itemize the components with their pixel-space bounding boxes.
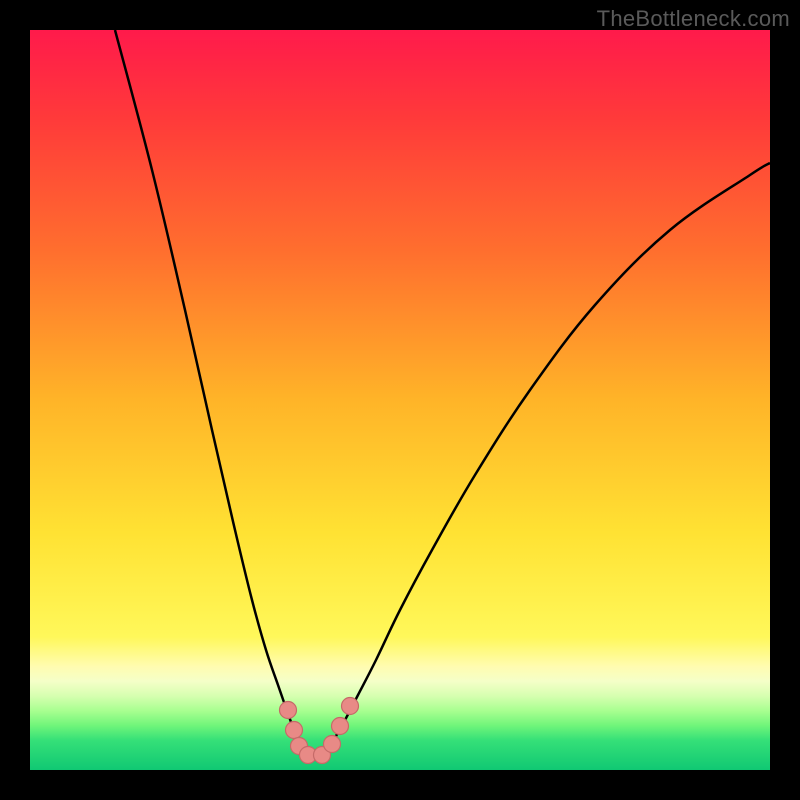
gradient-background [30,30,770,770]
watermark-text: TheBottleneck.com [597,6,790,32]
plot-area [30,30,770,770]
